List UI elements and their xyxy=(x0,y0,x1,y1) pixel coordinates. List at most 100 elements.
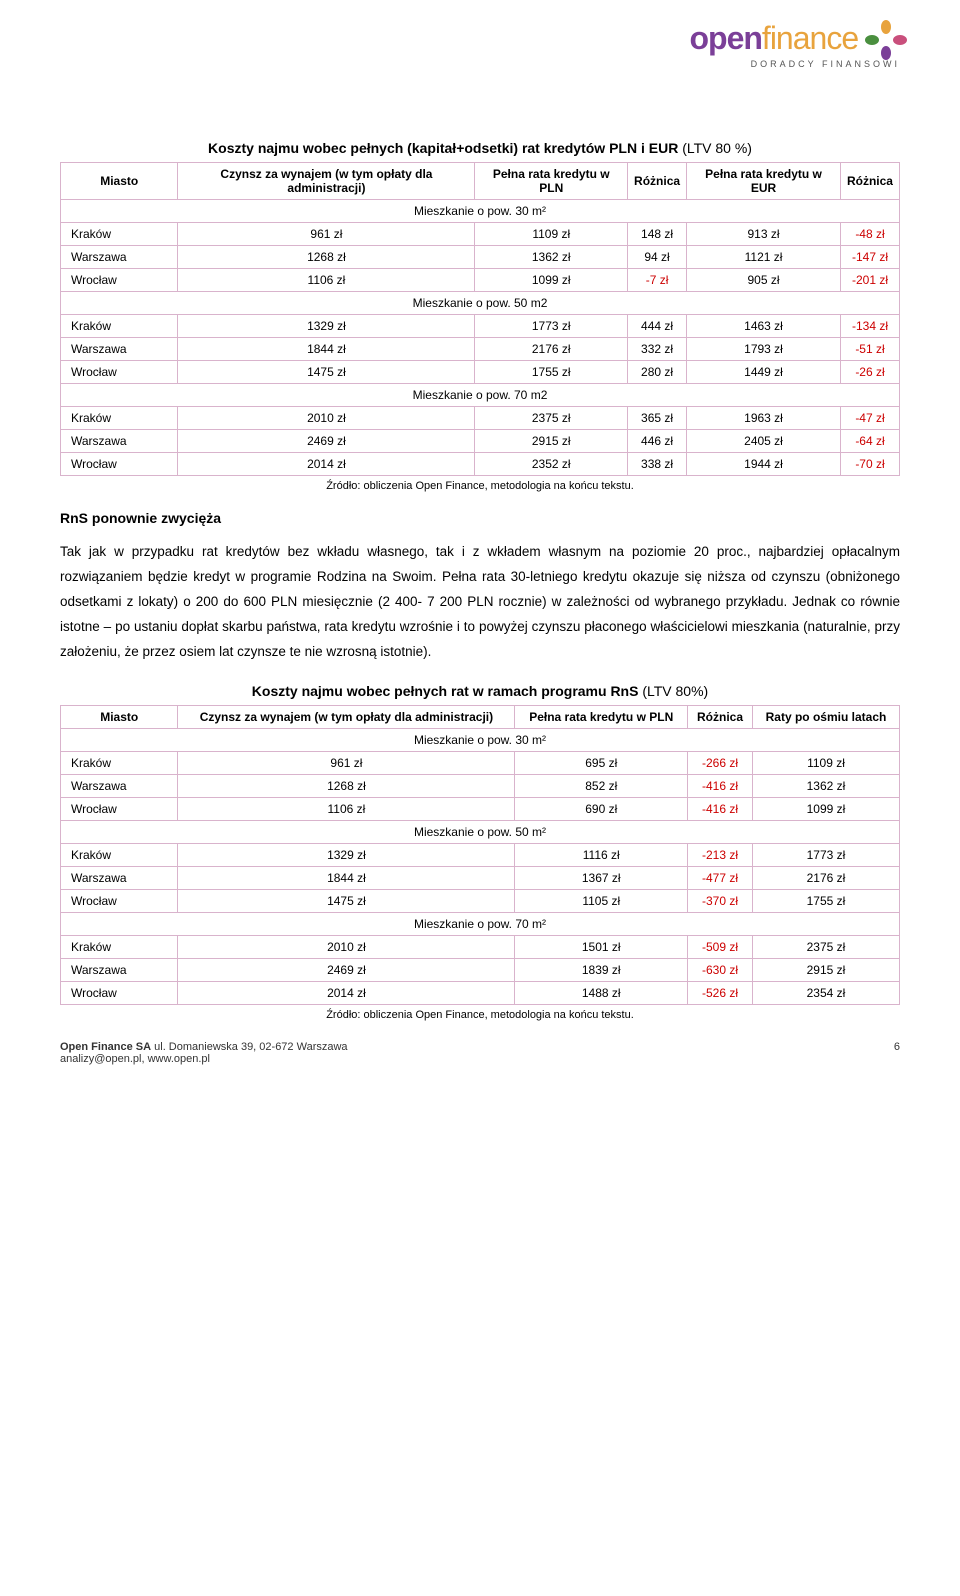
table-cell: -201 zł xyxy=(840,269,899,292)
table-cell: 1793 zł xyxy=(687,338,841,361)
table-cell: 2010 zł xyxy=(178,935,515,958)
table-cell: 148 zł xyxy=(628,223,687,246)
table2-header: Pełna rata kredytu w PLN xyxy=(515,705,688,728)
table2-header: Raty po ośmiu latach xyxy=(752,705,899,728)
table-cell: -147 zł xyxy=(840,246,899,269)
table-cell: -630 zł xyxy=(688,958,753,981)
table-row: Warszawa1268 zł852 zł-416 zł1362 zł xyxy=(61,774,900,797)
table-cell: 695 zł xyxy=(515,751,688,774)
table-cell: 1099 zł xyxy=(752,797,899,820)
table-cell: 2010 zł xyxy=(178,407,475,430)
table-row: Warszawa1268 zł1362 zł94 zł1121 zł-147 z… xyxy=(61,246,900,269)
table-cell: 2405 zł xyxy=(687,430,841,453)
table-row: Wrocław1475 zł1105 zł-370 zł1755 zł xyxy=(61,889,900,912)
table1-header: Miasto xyxy=(61,163,178,200)
footer-address: ul. Domaniewska 39, 02-672 Warszawa xyxy=(151,1041,347,1053)
table2-title-light: (LTV 80%) xyxy=(638,683,708,699)
table-cell: Warszawa xyxy=(61,958,178,981)
table2-header: Czynsz za wynajem (w tym opłaty dla admi… xyxy=(178,705,515,728)
table-row: Kraków2010 zł2375 zł365 zł1963 zł-47 zł xyxy=(61,407,900,430)
petal-4 xyxy=(865,35,879,45)
table1-header: Czynsz za wynajem (w tym opłaty dla admi… xyxy=(178,163,475,200)
table-cell: 1109 zł xyxy=(752,751,899,774)
table-cell: 1449 zł xyxy=(687,361,841,384)
table1-header: Różnica xyxy=(840,163,899,200)
table-row: Warszawa1844 zł2176 zł332 zł1793 zł-51 z… xyxy=(61,338,900,361)
table-cell: -51 zł xyxy=(840,338,899,361)
table1-section-header: Mieszkanie o pow. 70 m2 xyxy=(61,384,900,407)
table-cell: 1488 zł xyxy=(515,981,688,1004)
table-cell: Wrocław xyxy=(61,981,178,1004)
logo: openfinance DORADCY FINANSOWI xyxy=(689,20,900,69)
table-cell: 1268 zł xyxy=(178,246,475,269)
table-cell: 2915 zł xyxy=(475,430,628,453)
table1-header: Pełna rata kredytu w PLN xyxy=(475,163,628,200)
table1-header: Różnica xyxy=(628,163,687,200)
table-cell: 2469 zł xyxy=(178,430,475,453)
footer-company: Open Finance SA xyxy=(60,1041,151,1053)
table-row: Warszawa2469 zł2915 zł446 zł2405 zł-64 z… xyxy=(61,430,900,453)
table-cell: -416 zł xyxy=(688,774,753,797)
table-cell: 1106 zł xyxy=(178,269,475,292)
table-cell: -416 zł xyxy=(688,797,753,820)
table-row: Wrocław1475 zł1755 zł280 zł1449 zł-26 zł xyxy=(61,361,900,384)
table-row: Wrocław2014 zł1488 zł-526 zł2354 zł xyxy=(61,981,900,1004)
table-cell: -64 zł xyxy=(840,430,899,453)
table-cell: 1963 zł xyxy=(687,407,841,430)
table1-title-light: (LTV 80 %) xyxy=(678,140,752,156)
table-cell: 2354 zł xyxy=(752,981,899,1004)
table-cell: 2375 zł xyxy=(475,407,628,430)
table-cell: 1755 zł xyxy=(752,889,899,912)
table-cell: 2176 zł xyxy=(752,866,899,889)
table-cell: 2014 zł xyxy=(178,453,475,476)
table-cell: 1109 zł xyxy=(475,223,628,246)
table2-title-bold: Koszty najmu wobec pełnych rat w ramach … xyxy=(252,683,639,699)
logo-flower-icon xyxy=(872,20,900,48)
table-cell: Wrocław xyxy=(61,361,178,384)
table-cell: 446 zł xyxy=(628,430,687,453)
table-cell: 1475 zł xyxy=(178,889,515,912)
subheading: RnS ponownie zwycięża xyxy=(60,510,900,526)
table-cell: Warszawa xyxy=(61,774,178,797)
table-cell: 280 zł xyxy=(628,361,687,384)
table-cell: 1329 zł xyxy=(178,315,475,338)
table-cell: 1475 zł xyxy=(178,361,475,384)
table-cell: Wrocław xyxy=(61,797,178,820)
table-cell: 1844 zł xyxy=(178,866,515,889)
table-cell: Warszawa xyxy=(61,338,178,361)
table2-section-header: Mieszkanie o pow. 30 m² xyxy=(61,728,900,751)
table1: MiastoCzynsz za wynajem (w tym opłaty dl… xyxy=(60,162,900,476)
table1-title: Koszty najmu wobec pełnych (kapitał+odse… xyxy=(60,140,900,156)
table-cell: -47 zł xyxy=(840,407,899,430)
table-cell: Kraków xyxy=(61,843,178,866)
table-cell: 1367 zł xyxy=(515,866,688,889)
table-cell: 94 zł xyxy=(628,246,687,269)
table-cell: -477 zł xyxy=(688,866,753,889)
table-cell: 2014 zł xyxy=(178,981,515,1004)
table-cell: Wrocław xyxy=(61,453,178,476)
table-cell: 1501 zł xyxy=(515,935,688,958)
table-cell: -266 zł xyxy=(688,751,753,774)
table-cell: -70 zł xyxy=(840,453,899,476)
table-cell: 1362 zł xyxy=(752,774,899,797)
table2-section-header: Mieszkanie o pow. 50 m² xyxy=(61,820,900,843)
table1-section-header: Mieszkanie o pow. 50 m2 xyxy=(61,292,900,315)
table-cell: 1099 zł xyxy=(475,269,628,292)
table-cell: 1268 zł xyxy=(178,774,515,797)
table-cell: 1121 zł xyxy=(687,246,841,269)
footer: Open Finance SA ul. Domaniewska 39, 02-6… xyxy=(60,1041,900,1065)
table1-section-header: Mieszkanie o pow. 30 m² xyxy=(61,200,900,223)
table-cell: 2352 zł xyxy=(475,453,628,476)
table-row: Wrocław1106 zł690 zł-416 zł1099 zł xyxy=(61,797,900,820)
logo-word-finance: finance xyxy=(762,20,858,56)
table-cell: 1116 zł xyxy=(515,843,688,866)
table-row: Warszawa2469 zł1839 zł-630 zł2915 zł xyxy=(61,958,900,981)
table2-title: Koszty najmu wobec pełnych rat w ramach … xyxy=(60,683,900,699)
table-cell: Warszawa xyxy=(61,430,178,453)
table-cell: 961 zł xyxy=(178,751,515,774)
table1-title-bold: Koszty najmu wobec pełnych (kapitał+odse… xyxy=(208,140,678,156)
table-cell: 2915 zł xyxy=(752,958,899,981)
table1-header: Pełna rata kredytu w EUR xyxy=(687,163,841,200)
table-row: Kraków1329 zł1116 zł-213 zł1773 zł xyxy=(61,843,900,866)
logo-word-open: open xyxy=(689,20,761,56)
